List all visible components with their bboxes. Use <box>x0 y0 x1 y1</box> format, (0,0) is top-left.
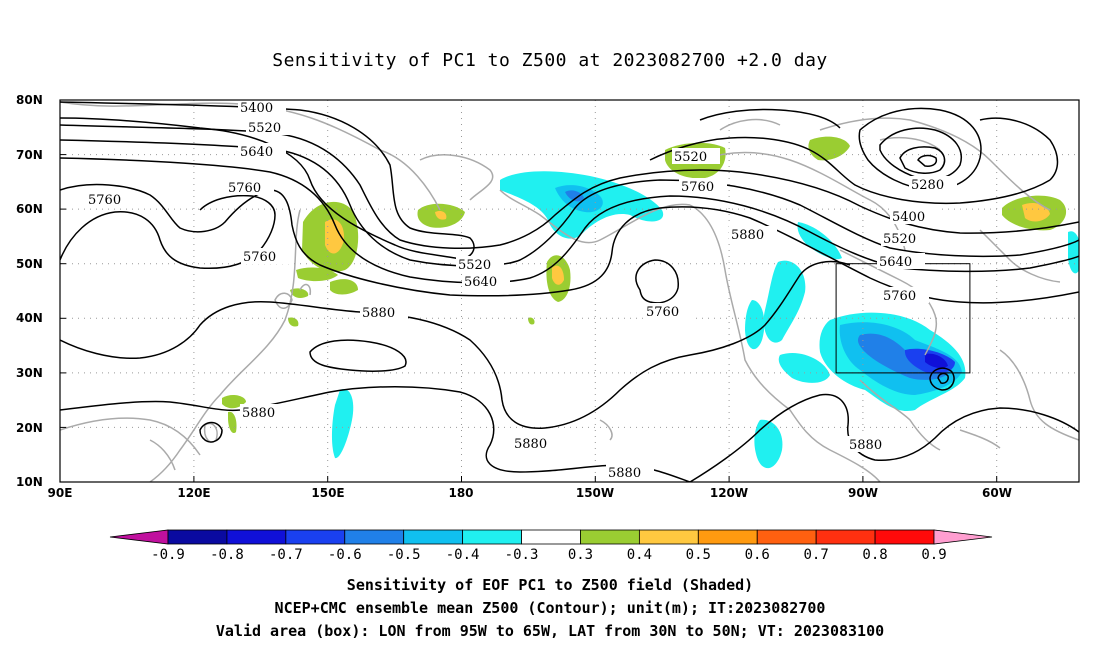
coastlines <box>60 101 1079 482</box>
caption-line-3: Valid area (box): LON from 95W to 65W, L… <box>215 622 885 640</box>
colorbar-swatch <box>167 529 228 545</box>
contour-label: 5520 <box>248 121 281 136</box>
colorbar-swatch <box>344 529 405 545</box>
negative-area <box>1068 231 1079 274</box>
lat-tick-label: 40N <box>16 311 43 325</box>
colorbar-swatch <box>462 529 522 545</box>
contour-label: 5880 <box>608 466 641 481</box>
lon-tick-label: 90W <box>848 486 878 500</box>
lat-axis: 80N 70N 60N 50N 40N 30N 20N 10N <box>16 93 66 489</box>
colorbar-tick-label: 0.8 <box>862 547 887 563</box>
contour-label: 5880 <box>731 228 764 243</box>
contour-label: 5880 <box>514 437 547 452</box>
caption-line-2: NCEP+CMC ensemble mean Z500 (Contour); u… <box>274 599 826 617</box>
contour-label: 5640 <box>240 145 273 160</box>
positive-area <box>290 288 309 298</box>
lon-tick-label: 150E <box>311 486 344 500</box>
contour-label: 5880 <box>242 406 275 421</box>
contour-label: 5760 <box>228 181 261 196</box>
contour-label: 5880 <box>362 306 395 321</box>
colorbar-tick-label: 0.3 <box>568 547 593 563</box>
lat-tick-label: 60N <box>16 202 43 216</box>
map-frame <box>59 99 1080 483</box>
contour-label: 5640 <box>464 275 497 290</box>
positive-area <box>330 279 358 295</box>
contour-label: 5520 <box>458 258 491 273</box>
colorbar-swatch <box>285 529 346 545</box>
positive-area <box>288 317 299 327</box>
negative-area <box>754 419 783 469</box>
colorbar-tick-label: 0.7 <box>804 547 829 563</box>
colorbar-swatch <box>403 529 464 545</box>
lat-tick-label: 50N <box>16 257 43 271</box>
contour-label: 5880 <box>849 438 882 453</box>
lat-tick-label: 70N <box>16 148 43 162</box>
positive-area <box>296 267 338 282</box>
lon-tick-label: 120W <box>710 486 748 500</box>
positive-area <box>435 210 447 220</box>
colorbar-swatch <box>756 529 817 545</box>
colorbar-tick-label: 0.9 <box>921 547 946 563</box>
lon-axis: 90E 120E 150E 180 150W 120W 90W 60W <box>48 476 1012 500</box>
lat-tick-label: 10N <box>16 475 43 489</box>
colorbar-swatch <box>580 529 640 545</box>
contour-label: 5280 <box>911 178 944 193</box>
contour-label: 5760 <box>681 180 714 195</box>
colorbar-swatch <box>226 529 287 545</box>
contour-label: 5760 <box>243 250 276 265</box>
colorbar-low-extension <box>109 529 169 545</box>
colorbar: -0.9 -0.8 -0.7 -0.6 -0.5 -0.4 -0.3 0.3 0.4 0.5 0.6… <box>109 529 993 563</box>
contour-label: 5400 <box>892 210 925 225</box>
positive-area <box>528 317 535 325</box>
contour-label: 5760 <box>646 305 679 320</box>
positive-area <box>552 265 564 285</box>
lat-tick-label: 20N <box>16 421 43 435</box>
caption-line-1: Sensitivity of EOF PC1 to Z500 field (Sh… <box>346 576 754 594</box>
gridlines <box>60 100 1079 482</box>
colorbar-tick-label: 0.6 <box>745 547 770 563</box>
colorbar-tick-label: -0.6 <box>328 547 362 563</box>
lat-tick-label: 30N <box>16 366 43 380</box>
colorbar-tick-label: -0.3 <box>505 547 539 563</box>
colorbar-tick-label: -0.7 <box>269 547 303 563</box>
negative-area <box>925 353 948 369</box>
colorbar-swatch <box>815 529 876 545</box>
negative-area <box>778 352 830 383</box>
colorbar-tick-label: -0.4 <box>446 547 480 563</box>
colorbar-swatch <box>638 529 699 545</box>
lon-tick-label: 120E <box>177 486 210 500</box>
colorbar-tick-label: 0.5 <box>686 547 711 563</box>
negative-area <box>763 260 806 343</box>
contours <box>60 101 1079 482</box>
colorbar-tick-label: -0.8 <box>210 547 244 563</box>
colorbar-swatch <box>521 529 581 545</box>
contour-label: 5640 <box>879 255 912 270</box>
negative-area <box>565 190 584 202</box>
lon-tick-label: 180 <box>448 486 473 500</box>
lat-tick-label: 80N <box>16 93 43 107</box>
contour-label: 5760 <box>883 289 916 304</box>
contour-label: 5520 <box>883 232 916 247</box>
colorbar-tick-label: -0.5 <box>387 547 421 563</box>
contour-label: 5520 <box>674 150 707 165</box>
lon-tick-label: 60W <box>982 486 1012 500</box>
colorbar-high-extension <box>933 529 993 545</box>
colorbar-tick-label: -0.9 <box>151 547 185 563</box>
positive-area <box>1022 203 1050 222</box>
lon-tick-label: 150W <box>576 486 614 500</box>
contour-label: 5760 <box>88 193 121 208</box>
contour-label: 5400 <box>240 101 273 116</box>
negative-area <box>331 389 354 459</box>
colorbar-swatch <box>697 529 758 545</box>
plot-title: Sensitivity of PC1 to Z500 at 2023082700… <box>272 50 828 71</box>
colorbar-tick-label: 0.4 <box>627 547 652 563</box>
contour-labels: 5400 5520 5640 5760 5760 5760 5880 5880 … <box>86 99 957 481</box>
positive-area <box>325 219 345 254</box>
lon-tick-label: 90E <box>48 486 73 500</box>
colorbar-swatch <box>874 529 935 545</box>
